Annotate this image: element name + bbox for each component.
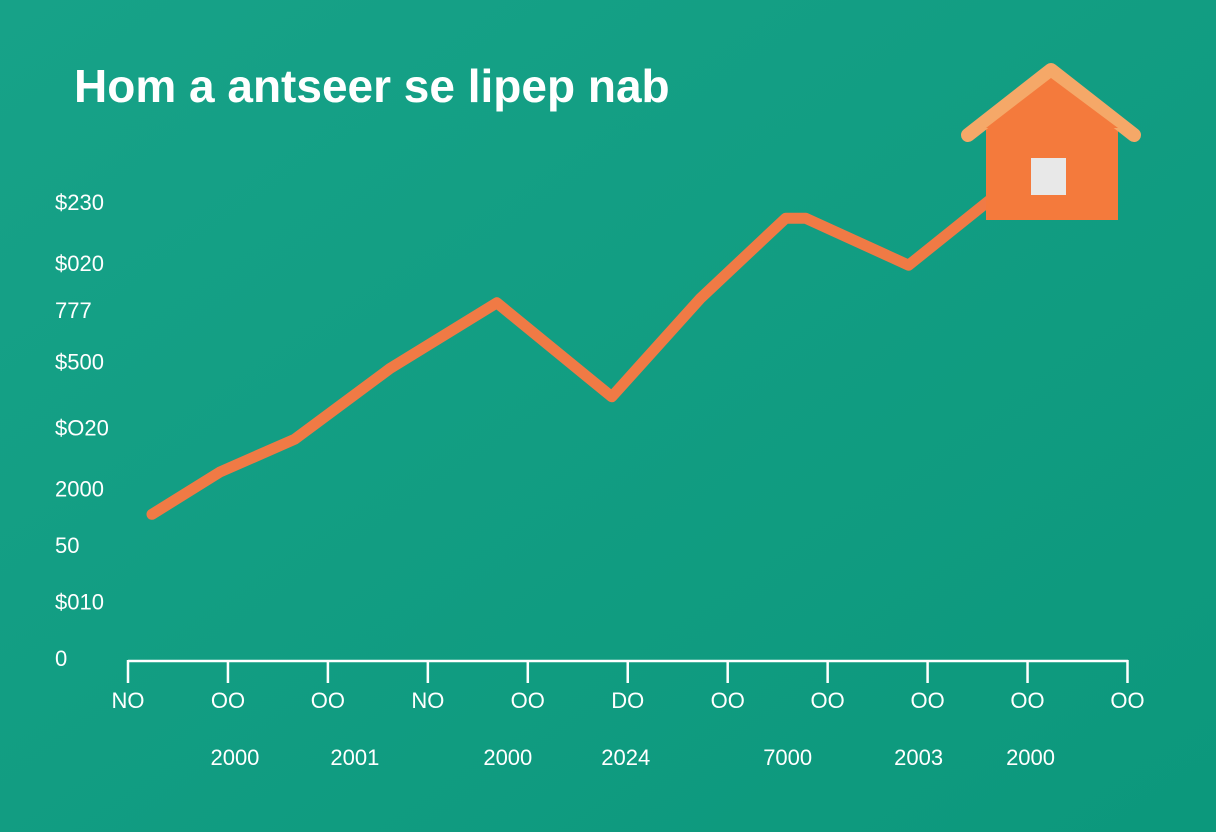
x-tick-label: OO xyxy=(311,688,345,713)
house-roof xyxy=(961,63,1141,142)
x-sublabel: 2001 xyxy=(330,745,379,770)
house-icon xyxy=(961,63,1141,220)
x-tick-label: OO xyxy=(1010,688,1044,713)
data-line xyxy=(146,193,997,520)
x-sublabel: 2003 xyxy=(894,745,943,770)
x-tick-label: NO xyxy=(411,688,444,713)
chart-title: Hom a antseer se lipep nab xyxy=(74,60,670,112)
y-tick-label: 2000 xyxy=(55,477,104,502)
x-sublabel: 2000 xyxy=(1006,745,1055,770)
y-tick-label: 50 xyxy=(55,533,79,558)
y-tick-label: $500 xyxy=(55,350,104,375)
y-tick-label: 777 xyxy=(55,298,92,323)
x-tick-label: OO xyxy=(711,688,745,713)
y-tick-label: $O20 xyxy=(55,416,109,441)
house-gable xyxy=(986,78,1118,128)
x-tick-label: NO xyxy=(112,688,145,713)
house-window xyxy=(1031,158,1066,195)
x-sublabel: 2000 xyxy=(483,745,532,770)
y-tick-label: 0 xyxy=(55,646,67,671)
x-tick-label: OO xyxy=(511,688,545,713)
x-tick-label: OO xyxy=(811,688,845,713)
x-sublabel: 2024 xyxy=(601,745,650,770)
x-tick-label: OO xyxy=(211,688,245,713)
plot: $230 $020 777 $500 $O20 2000 50 $010 0 NO OO OO NO OO… xyxy=(55,190,1145,770)
x-tick-label: OO xyxy=(1110,688,1144,713)
y-tick-label: $230 xyxy=(55,190,104,215)
x-sublabel: 2000 xyxy=(210,745,259,770)
x-tick-label: OO xyxy=(910,688,944,713)
x-sublabel: 7000 xyxy=(763,745,812,770)
y-tick-label: $010 xyxy=(55,589,104,614)
x-tick-label: DO xyxy=(611,688,644,713)
y-tick-label: $020 xyxy=(55,251,104,276)
